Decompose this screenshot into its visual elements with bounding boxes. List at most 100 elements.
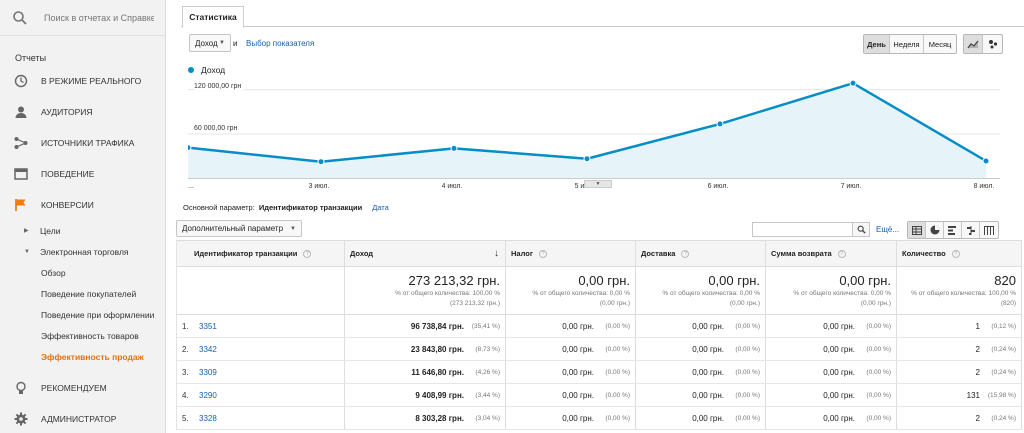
transactions-table: Идентификатор транзакции? Доход ↓ Налог? … — [176, 240, 1022, 430]
reports-section-label: Отчеты — [15, 53, 47, 63]
data-point — [583, 155, 591, 163]
help-icon[interactable]: ? — [951, 249, 960, 258]
sidebar-item-ecommerce[interactable]: ▼ Электронная торговля — [0, 241, 166, 262]
transaction-id-link[interactable]: 3290 — [199, 390, 217, 400]
cell-percent: (4,26 %) — [475, 368, 500, 376]
cell-value: 23 843,80 грн. — [410, 344, 464, 354]
transaction-id-link[interactable]: 3309 — [199, 367, 217, 377]
cell-tax: 0,00 грн. (0,00 %) — [506, 384, 636, 406]
cell-percent: (0,00 %) — [866, 391, 891, 399]
cell-percent: (0,24 %) — [991, 368, 1016, 376]
motion-chart-icon[interactable] — [983, 35, 1002, 53]
totals-value: 0,00 грн. — [839, 273, 891, 288]
and-text: и — [233, 39, 238, 48]
sidebar-search — [0, 0, 165, 36]
column-header-tax[interactable]: Налог? — [506, 241, 636, 266]
period-day-button[interactable]: День — [864, 35, 890, 53]
secondary-dimension-select[interactable]: Дополнительный параметр ▼ — [176, 220, 302, 237]
nav-item-recommended[interactable]: РЕКОМЕНДУЕМ — [0, 372, 166, 403]
help-icon[interactable]: ? — [837, 249, 846, 258]
cell-quantity: 2 (0,24 %) — [897, 361, 1022, 383]
metric-select[interactable]: Доход ▼ — [189, 34, 231, 52]
clock-icon — [14, 74, 28, 88]
sidebar-item-label: Цели — [40, 225, 61, 236]
x-tick-label: 6 июл. — [708, 183, 729, 190]
sidebar-item-goals[interactable]: ▶ Цели — [0, 220, 166, 241]
pie-view-icon[interactable] — [926, 222, 944, 238]
sidebar-item-sales-performance[interactable]: Эффективность продаж — [41, 351, 144, 362]
totals-sub: % от общего количества: 100,00 % — [395, 290, 500, 297]
cell-value: 0,00 грн. — [823, 344, 855, 354]
table-search-input[interactable] — [752, 222, 870, 237]
x-tick-label: 7 июл. — [841, 183, 862, 190]
column-header-label: Идентификатор транзакции — [194, 249, 298, 258]
column-header-label: Сумма возврата — [771, 249, 832, 258]
cell-percent: (0,00 %) — [866, 345, 891, 353]
dimension-date-link[interactable]: Дата — [372, 203, 389, 212]
period-month-button[interactable]: Месяц — [928, 39, 952, 49]
more-link[interactable]: Ещё... — [876, 225, 900, 234]
nav-item-realtime[interactable]: В РЕЖИМЕ РЕАЛЬНОГО — [0, 65, 166, 96]
sidebar-item-product-performance[interactable]: Эффективность товаров — [41, 330, 139, 341]
row-index: 5. — [182, 413, 189, 423]
sidebar-item-overview[interactable]: Обзор — [41, 267, 66, 278]
column-header-quantity[interactable]: Количество? — [897, 241, 1022, 266]
data-point — [450, 144, 458, 152]
help-icon[interactable]: ? — [303, 249, 312, 258]
cell-transaction-id: 1. 3351 — [177, 315, 345, 337]
nav-item-label: АДМИНИСТРАТОР — [41, 413, 117, 424]
row-index: 4. — [182, 390, 189, 400]
transaction-id-link[interactable]: 3351 — [199, 321, 217, 331]
transaction-id-link[interactable]: 3328 — [199, 413, 217, 423]
table-search-button[interactable] — [852, 222, 870, 237]
cell-value: 0,00 грн. — [692, 413, 724, 423]
choose-metric-link[interactable]: Выбор показателя — [246, 39, 315, 48]
chart-svg: 3 июл.4 июл.5 июл.6 июл.7 июл.8 июл.... — [184, 79, 1000, 190]
cell-tax: 0,00 грн. (0,00 %) — [506, 361, 636, 383]
totals-value: 273 213,32 грн. — [408, 273, 500, 288]
pivot-view-icon[interactable] — [980, 222, 998, 238]
line-chart-icon[interactable] — [964, 35, 983, 53]
column-header-revenue[interactable]: Доход ↓ — [345, 241, 506, 266]
column-header-label: Доход — [350, 249, 374, 258]
cell-value: 0,00 грн. — [562, 321, 594, 331]
nav-item-conversions[interactable]: КОНВЕРСИИ — [0, 189, 166, 220]
sidebar-item-checkout-behavior[interactable]: Поведение при оформлении — [41, 309, 155, 320]
nav-item-acquisition[interactable]: ИСТОЧНИКИ ТРАФИКА — [0, 127, 166, 158]
y-tick-label: 120 000,00 грн — [194, 83, 245, 90]
cell-revenue: 9 408,99 грн. (3,44 %) — [345, 384, 506, 406]
chevron-down-icon: ▼ — [290, 225, 296, 232]
nav-item-audience[interactable]: АУДИТОРИЯ — [0, 96, 166, 127]
bar-view-icon[interactable] — [944, 222, 962, 238]
totals-value: 0,00 грн. — [578, 273, 630, 288]
period-week-button[interactable]: Неделя — [890, 35, 924, 53]
table-view-icon[interactable] — [908, 222, 926, 238]
cell-percent: (0,24 %) — [991, 414, 1016, 422]
search-icon — [857, 225, 866, 234]
cell-quantity: 2 (0,24 %) — [897, 407, 1022, 429]
help-icon[interactable]: ? — [538, 249, 547, 258]
cell-percent: (0,00 %) — [735, 368, 760, 376]
nav-item-admin[interactable]: АДМИНИСТРАТОР — [0, 403, 166, 433]
search-input[interactable] — [44, 12, 154, 23]
column-header-transaction-id[interactable]: Идентификатор транзакции? — [177, 241, 345, 266]
chart-collapse-handle[interactable]: ▼ — [584, 180, 612, 188]
cell-quantity: 2 (0,24 %) — [897, 338, 1022, 360]
cell-percent: (0,24 %) — [991, 345, 1016, 353]
help-icon[interactable]: ? — [681, 249, 690, 258]
nav-item-behavior[interactable]: ПОВЕДЕНИЕ — [0, 158, 166, 189]
column-header-shipping[interactable]: Доставка? — [636, 241, 766, 266]
column-header-refund[interactable]: Сумма возврата? — [766, 241, 897, 266]
cell-shipping: 0,00 грн. (0,00 %) — [636, 361, 766, 383]
comparison-view-icon[interactable] — [962, 222, 980, 238]
cell-transaction-id: 3. 3309 — [177, 361, 345, 383]
column-header-label: Количество — [902, 249, 946, 258]
tab-statistics[interactable]: Статистика — [182, 6, 244, 28]
transaction-id-link[interactable]: 3342 — [199, 344, 217, 354]
primary-dimension-row: Основной параметр: Идентификатор транзак… — [183, 203, 389, 212]
cell-percent: (8,73 %) — [475, 345, 500, 353]
sidebar-item-shopping-behavior[interactable]: Поведение покупателей — [41, 288, 137, 299]
period-selector: День Неделя Месяц — [863, 34, 957, 54]
cell-revenue: 23 843,80 грн. (8,73 %) — [345, 338, 506, 360]
data-point — [849, 79, 857, 87]
